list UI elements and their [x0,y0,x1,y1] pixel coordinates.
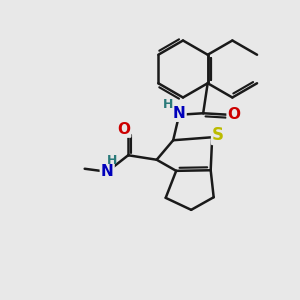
Text: O: O [228,107,241,122]
Text: N: N [173,106,186,121]
Text: O: O [117,122,130,136]
Text: H: H [163,98,173,111]
Text: N: N [101,164,114,179]
Text: S: S [212,126,224,144]
Text: H: H [106,154,117,167]
